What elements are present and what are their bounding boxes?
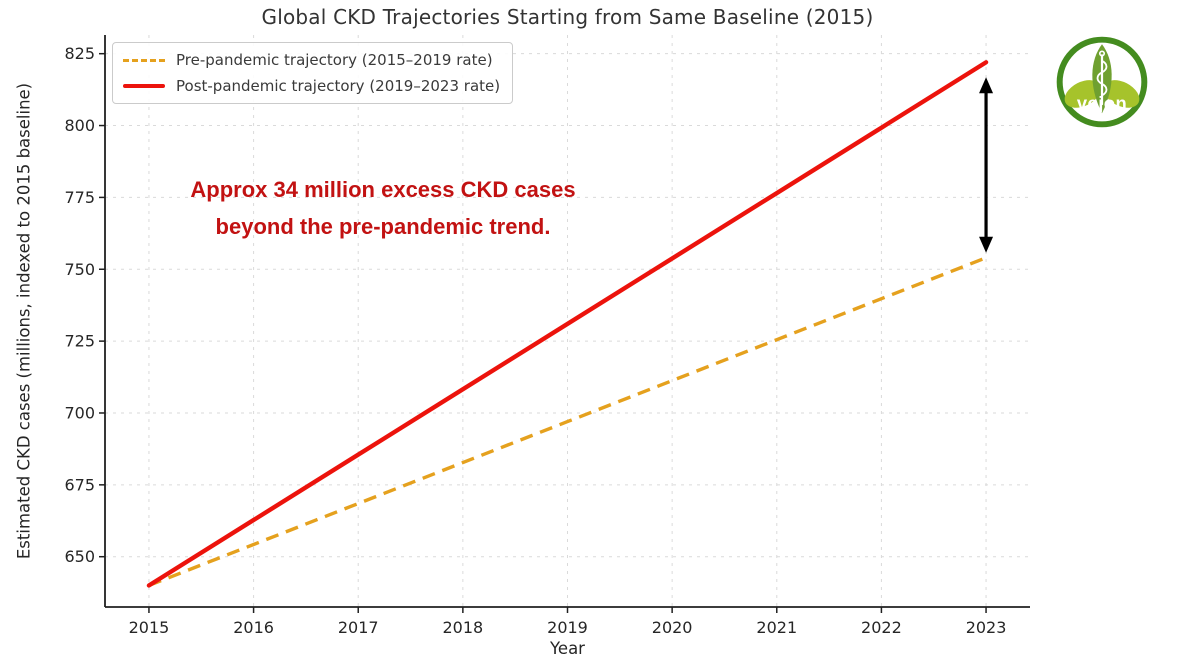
pre-pandemic-line-swatch-icon: [123, 58, 165, 62]
post-pandemic-trajectory-line: [146, 60, 989, 588]
y-tick-label: 650: [64, 547, 95, 566]
y-tick-label: 775: [64, 188, 95, 207]
logo-leaf-right-icon: [1103, 80, 1140, 108]
legend-item-pre-pandemic: Pre-pandemic trajectory (2015–2019 rate): [123, 47, 500, 73]
x-tick-label: 2021: [756, 618, 797, 637]
logo-text: vejon: [1077, 93, 1127, 114]
y-tick-label: 825: [64, 44, 95, 63]
excess-arrow-down-head-icon: [979, 236, 994, 253]
vejon-logo-icon: vejon: [1056, 36, 1148, 128]
excess-cases-annotation: Approx 34 million excess CKD cases beyon…: [143, 171, 623, 245]
pre-pandemic-trajectory-line: [148, 256, 987, 588]
x-tick-label: 2022: [861, 618, 902, 637]
legend-label-pre-pandemic: Pre-pandemic trajectory (2015–2019 rate): [176, 51, 493, 69]
post-pandemic-line-swatch-icon: [123, 83, 165, 89]
annotation-line-2: beyond the pre-pandemic trend.: [215, 214, 551, 239]
excess-arrow-up-head-icon: [979, 77, 994, 94]
x-tick-label: 2019: [547, 618, 588, 637]
logo-leaf-left-icon: [1064, 80, 1101, 108]
rod-of-asclepius-icon: [1096, 50, 1108, 106]
y-tick-label: 725: [64, 332, 95, 351]
legend: Pre-pandemic trajectory (2015–2019 rate)…: [112, 42, 514, 104]
annotation-line-1: Approx 34 million excess CKD cases: [190, 177, 576, 202]
y-tick-label: 800: [64, 116, 95, 135]
legend-label-post-pandemic: Post-pandemic trajectory (2019–2023 rate…: [176, 77, 501, 95]
y-tick-label: 675: [64, 475, 95, 494]
legend-item-post-pandemic: Post-pandemic trajectory (2019–2023 rate…: [123, 73, 500, 99]
x-tick-label: 2023: [966, 618, 1007, 637]
x-tick-label: 2020: [652, 618, 693, 637]
x-axis-label: Year: [550, 639, 585, 658]
x-tick-label: 2017: [338, 618, 379, 637]
y-tick-label: 700: [64, 403, 95, 422]
vejon-logo: vejon: [1056, 36, 1148, 128]
y-tick-label: 750: [64, 260, 95, 279]
x-tick-label: 2015: [129, 618, 170, 637]
x-tick-label: 2016: [233, 618, 274, 637]
chart-title: Global CKD Trajectories Starting from Sa…: [261, 5, 874, 29]
x-tick-label: 2018: [443, 618, 484, 637]
y-axis-label: Estimated CKD cases (millions, indexed t…: [14, 82, 34, 560]
